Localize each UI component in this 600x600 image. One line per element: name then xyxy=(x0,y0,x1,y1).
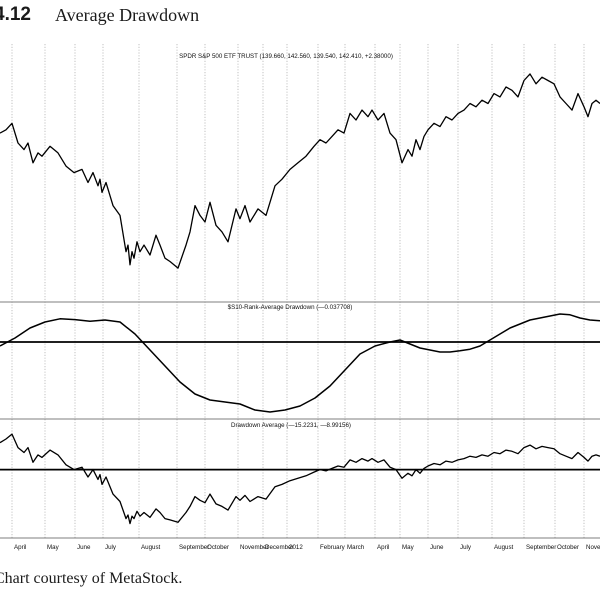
month-label: July xyxy=(105,544,117,551)
month-label: March xyxy=(347,544,365,551)
month-label: July xyxy=(460,544,472,551)
chart-credit: Chart courtesy of MetaStock. xyxy=(0,570,183,587)
price-panel-title: SPDR S&P 500 ETF TRUST (139.660, 142.560… xyxy=(179,53,393,60)
panel-dividers xyxy=(0,301,600,539)
metastock-chart: SPDR S&P 500 ETF TRUST (139.660, 142.560… xyxy=(0,44,600,551)
price-line xyxy=(0,73,600,269)
month-label: May xyxy=(402,544,415,551)
month-label: October xyxy=(557,544,579,551)
month-label: August xyxy=(141,544,161,551)
month-label: November xyxy=(240,544,269,551)
month-label: September xyxy=(526,544,556,551)
month-label: September xyxy=(179,544,209,551)
figure-title: Average Drawdown xyxy=(55,5,200,25)
month-label: April xyxy=(14,544,26,551)
figure-number: 4.12 xyxy=(0,4,31,25)
month-label: May xyxy=(47,544,60,551)
month-label: June xyxy=(430,544,444,551)
panel-titles: SPDR S&P 500 ETF TRUST (139.660, 142.560… xyxy=(179,53,393,429)
rank-panel-title: $S10-Rank-Average Drawdown (—0.037708) xyxy=(228,304,353,311)
rank-drawdown-line xyxy=(0,313,600,413)
month-label: April xyxy=(377,544,389,551)
vertical-gridlines xyxy=(11,44,585,538)
drawdown-panel-title: Drawdown Average (—15.2231, —8.99156) xyxy=(231,422,351,429)
month-label: June xyxy=(77,544,91,551)
month-label: 2012 xyxy=(289,544,303,551)
drawdown-average-line xyxy=(0,433,600,525)
month-label: November xyxy=(586,544,600,551)
month-label: February xyxy=(320,544,346,551)
series-lines xyxy=(0,73,600,525)
month-label: August xyxy=(494,544,514,551)
month-label: October xyxy=(207,544,229,551)
month-label: December xyxy=(265,544,294,551)
reference-lines xyxy=(0,341,600,471)
